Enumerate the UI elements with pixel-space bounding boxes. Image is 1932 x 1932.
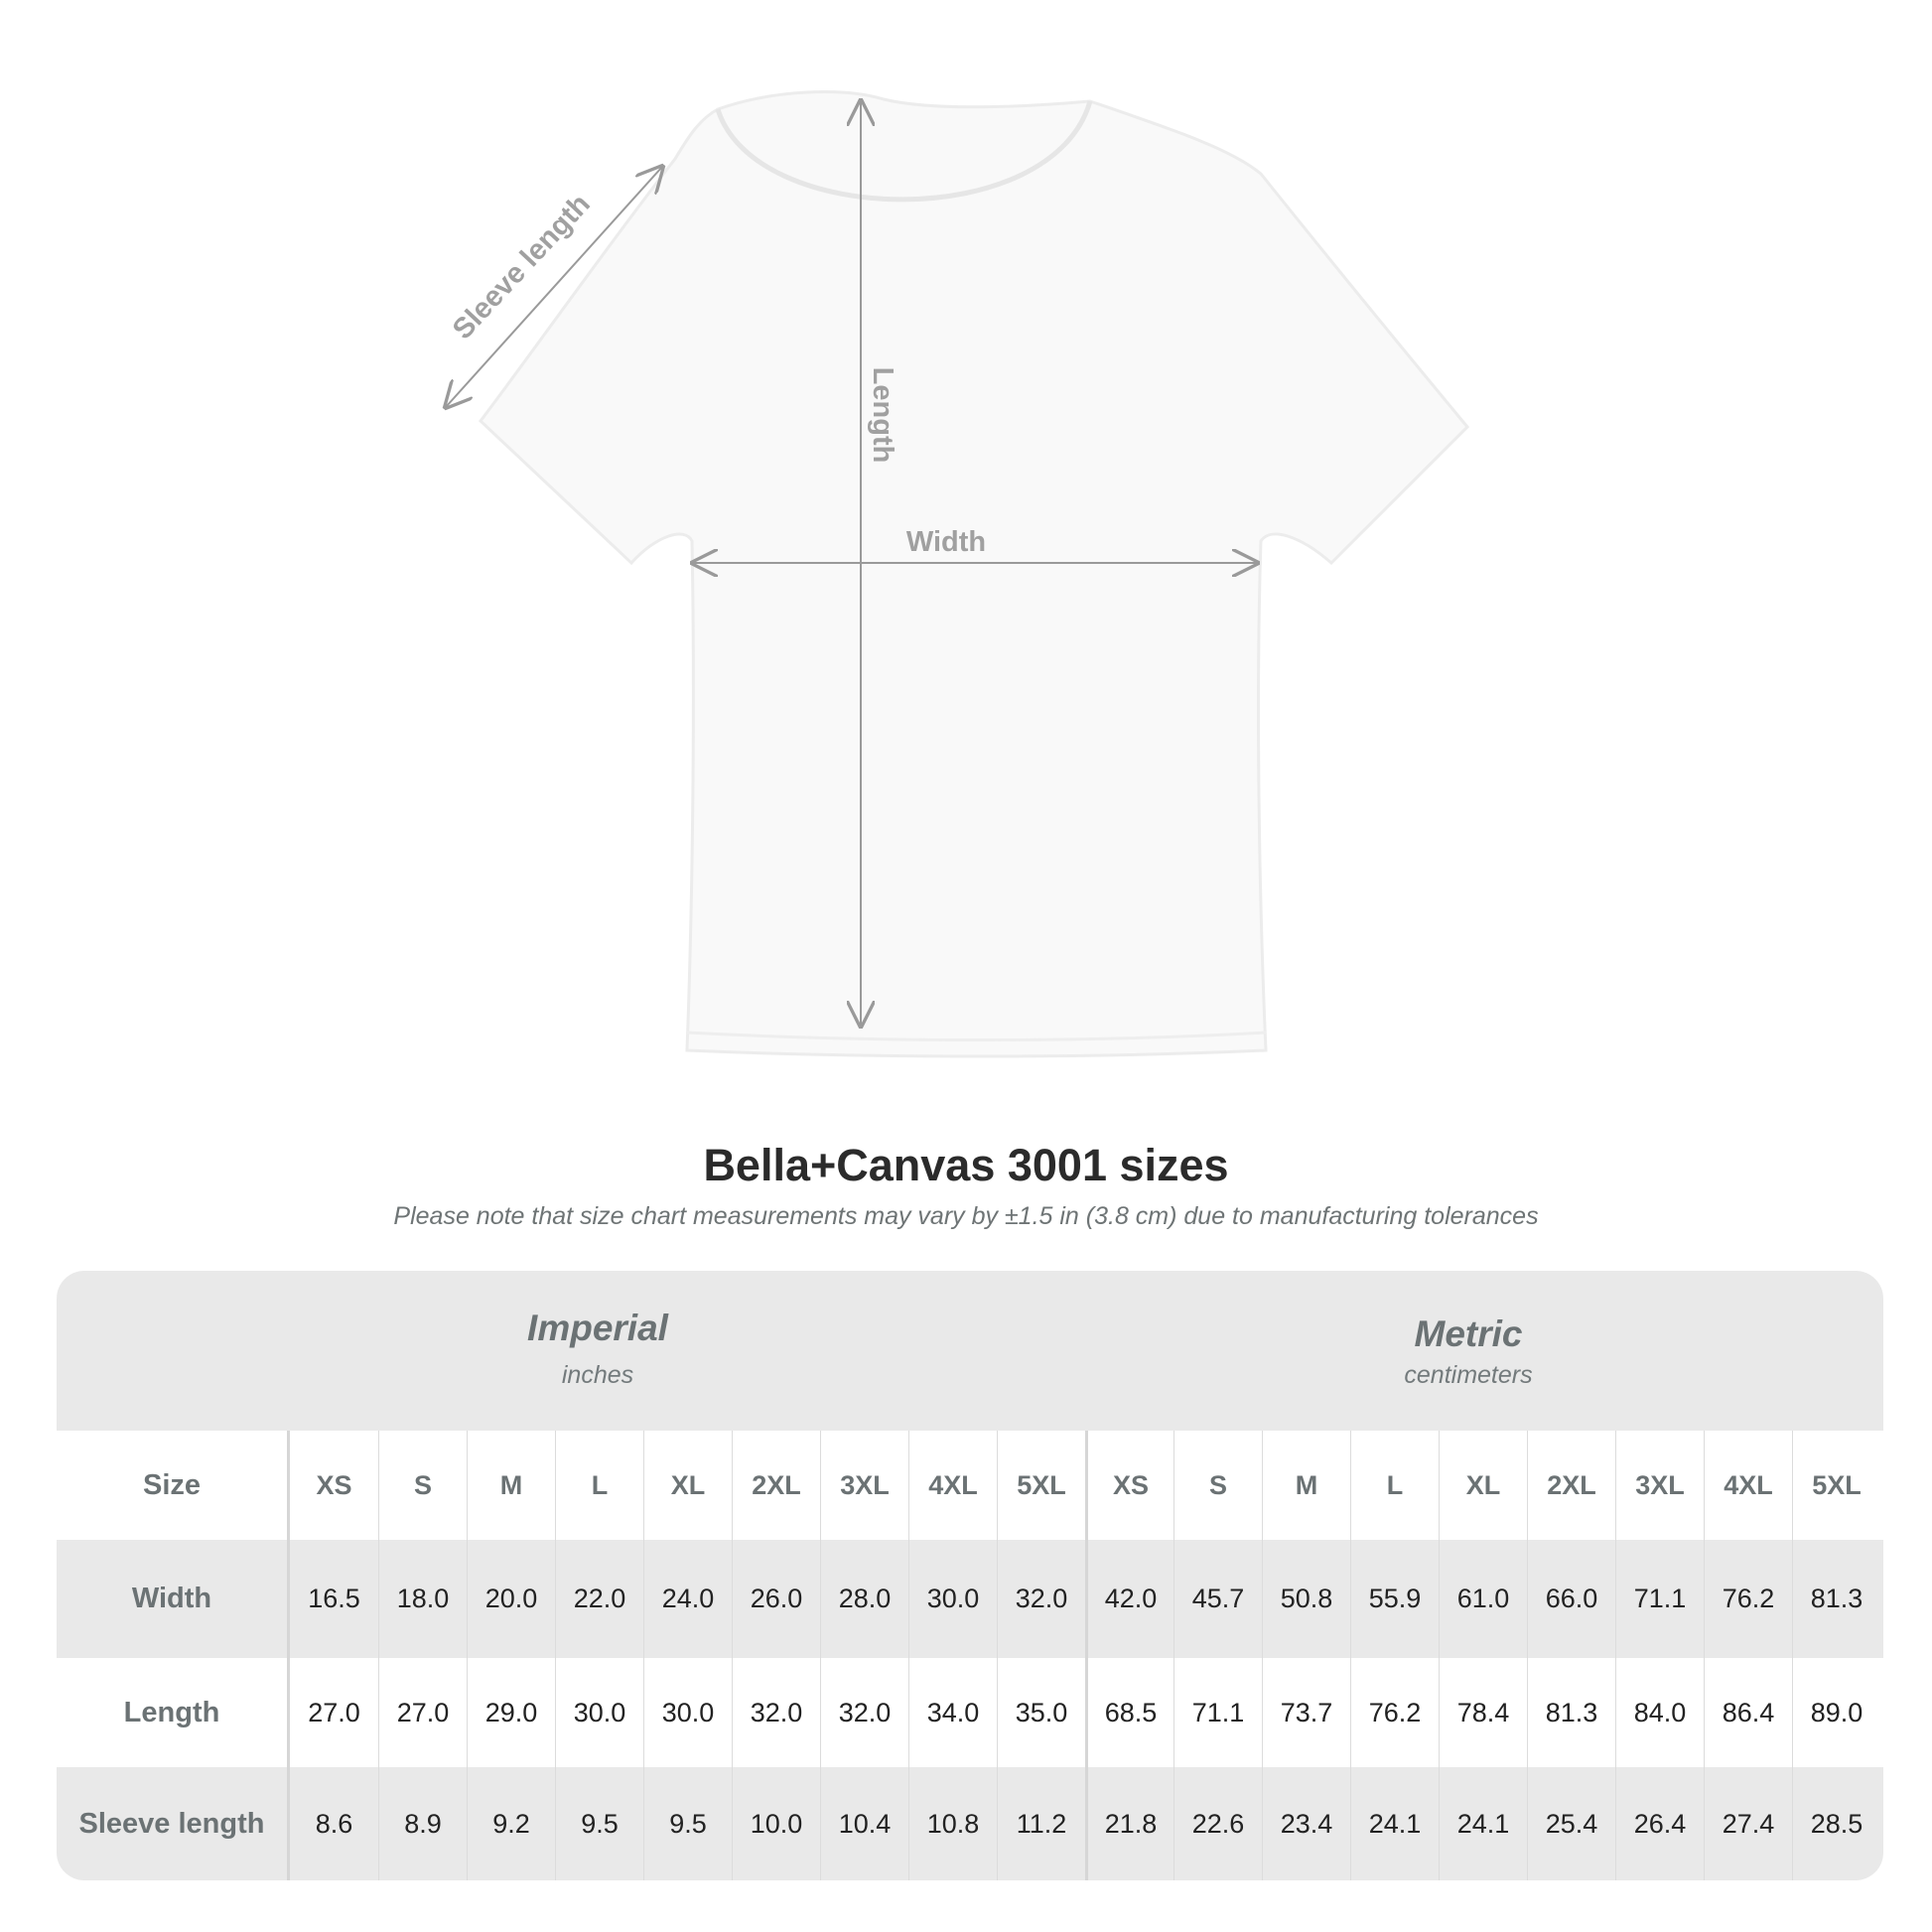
metric-value: 26.4 — [1615, 1767, 1704, 1880]
metric-value: 50.8 — [1262, 1540, 1350, 1658]
imperial-value: 32.0 — [732, 1658, 820, 1767]
metric-value: 71.1 — [1615, 1540, 1704, 1658]
metric-value: 42.0 — [1085, 1540, 1173, 1658]
metric-title: Metric — [1414, 1313, 1523, 1354]
hem-line — [686, 1031, 1267, 1041]
size-header-cell: 5XL — [1792, 1431, 1880, 1540]
metric-value: 68.5 — [1085, 1658, 1173, 1767]
table-header-band — [57, 1271, 1883, 1431]
metric-value: 55.9 — [1350, 1540, 1439, 1658]
tshirt-diagram: Length Width Sleeve length — [0, 90, 1470, 1058]
size-header-cell: 4XL — [1704, 1431, 1792, 1540]
metric-value: 76.2 — [1704, 1540, 1792, 1658]
length-label: Length — [867, 367, 898, 464]
metric-value: 24.1 — [1439, 1767, 1527, 1880]
imperial-value: 10.8 — [908, 1767, 997, 1880]
tshirt-shape — [478, 90, 1470, 1058]
metric-value: 71.1 — [1173, 1658, 1262, 1767]
size-header-cell: XS — [316, 1469, 352, 1500]
imperial-value: 35.0 — [997, 1658, 1085, 1767]
size-header-cell: S — [1173, 1431, 1262, 1540]
imperial-value: 9.2 — [467, 1767, 555, 1880]
imperial-value: 29.0 — [467, 1658, 555, 1767]
row-band — [57, 1540, 1883, 1658]
size-header-cell: 2XL — [732, 1431, 820, 1540]
row-label: Sleeve length — [57, 1767, 290, 1880]
row-label: Length — [57, 1658, 290, 1767]
imperial-value: 26.0 — [732, 1540, 820, 1658]
size-header-cell: 2XL — [1527, 1431, 1615, 1540]
metric-value: 27.4 — [1704, 1767, 1792, 1880]
imperial-value: 10.4 — [820, 1767, 908, 1880]
size-header-cell: 4XL — [908, 1431, 997, 1540]
size-header-row: Size XS S M L XL 2XL 3XL 4XL 5XL XS S M L XL 2XL 3XL 4XL 5… — [57, 1431, 1883, 1540]
metric-value: 61.0 — [1439, 1540, 1527, 1658]
page-title: Bella+Canvas 3001 sizes — [703, 1140, 1229, 1190]
metric-header: Metric centimeters — [1220, 1313, 1717, 1390]
imperial-value: 34.0 — [908, 1658, 997, 1767]
metric-value: 45.7 — [1173, 1540, 1262, 1658]
imperial-value: 8.6 — [315, 1808, 353, 1839]
metric-value: 84.0 — [1615, 1658, 1704, 1767]
metric-unit: centimeters — [1404, 1361, 1533, 1389]
imperial-title: Imperial — [527, 1308, 668, 1348]
size-header-cell: 3XL — [820, 1431, 908, 1540]
metric-value: 76.2 — [1350, 1658, 1439, 1767]
imperial-value: 16.5 — [308, 1584, 360, 1613]
size-header-cell: 5XL — [997, 1431, 1085, 1540]
metric-value: 23.4 — [1262, 1767, 1350, 1880]
metric-value: 25.4 — [1527, 1767, 1615, 1880]
imperial-value: 30.0 — [908, 1540, 997, 1658]
metric-value: 73.7 — [1262, 1658, 1350, 1767]
imperial-unit: inches — [561, 1361, 634, 1389]
size-header-cell: XL — [1439, 1431, 1527, 1540]
table-row: Width 16.5 18.0 20.0 22.0 24.0 26.0 28.0 30.0 32.… — [57, 1540, 1883, 1658]
imperial-value: 24.0 — [643, 1540, 732, 1658]
metric-value: 81.3 — [1527, 1658, 1615, 1767]
imperial-value: 20.0 — [467, 1540, 555, 1658]
imperial-value: 18.0 — [378, 1540, 467, 1658]
metric-value: 86.4 — [1704, 1658, 1792, 1767]
metric-value: 21.8 — [1085, 1767, 1173, 1880]
imperial-value: 27.0 — [308, 1697, 360, 1727]
metric-value: 28.5 — [1792, 1767, 1880, 1880]
imperial-value: 30.0 — [643, 1658, 732, 1767]
width-label: Width — [906, 526, 986, 558]
size-header-cell: XS — [1085, 1431, 1173, 1540]
metric-value: 66.0 — [1527, 1540, 1615, 1658]
imperial-value: 8.9 — [378, 1767, 467, 1880]
imperial-value: 27.0 — [378, 1658, 467, 1767]
metric-value: 78.4 — [1439, 1658, 1527, 1767]
imperial-value: 30.0 — [555, 1658, 643, 1767]
imperial-value: 11.2 — [997, 1767, 1085, 1880]
imperial-value: 9.5 — [555, 1767, 643, 1880]
size-header-cell: L — [555, 1431, 643, 1540]
size-table: Imperial inches Metric centimeters Size X… — [57, 1271, 1883, 1880]
table-row: Sleeve length 8.6 8.9 9.2 9.5 9.5 10.0 10.4 10.8… — [57, 1767, 1883, 1880]
row-label: Width — [57, 1540, 290, 1658]
sleeve-arrow — [446, 167, 662, 407]
tshirt-collar — [715, 100, 1093, 203]
metric-value: 89.0 — [1792, 1658, 1880, 1767]
size-header-cell: XL — [643, 1431, 732, 1540]
table-row: Length 27.0 27.0 29.0 30.0 30.0 32.0 32.0 34.0 35… — [57, 1658, 1883, 1767]
imperial-value: 22.0 — [555, 1540, 643, 1658]
size-header-cell: M — [1262, 1431, 1350, 1540]
tolerance-note: Please note that size chart measurements… — [393, 1202, 1539, 1230]
imperial-value: 28.0 — [820, 1540, 908, 1658]
row-band — [57, 1767, 1883, 1880]
imperial-value: 32.0 — [820, 1658, 908, 1767]
metric-value: 81.3 — [1792, 1540, 1880, 1658]
imperial-value: 9.5 — [643, 1767, 732, 1880]
imperial-header: Imperial inches — [349, 1308, 846, 1390]
imperial-value: 32.0 — [997, 1540, 1085, 1658]
size-header-cell: S — [378, 1431, 467, 1540]
size-header-cell: 3XL — [1615, 1431, 1704, 1540]
size-header-cell: M — [467, 1431, 555, 1540]
metric-value: 24.1 — [1350, 1767, 1439, 1880]
metric-value: 22.6 — [1173, 1767, 1262, 1880]
row-label: Size — [57, 1431, 290, 1540]
imperial-value: 10.0 — [732, 1767, 820, 1880]
size-header-cell: L — [1350, 1431, 1439, 1540]
